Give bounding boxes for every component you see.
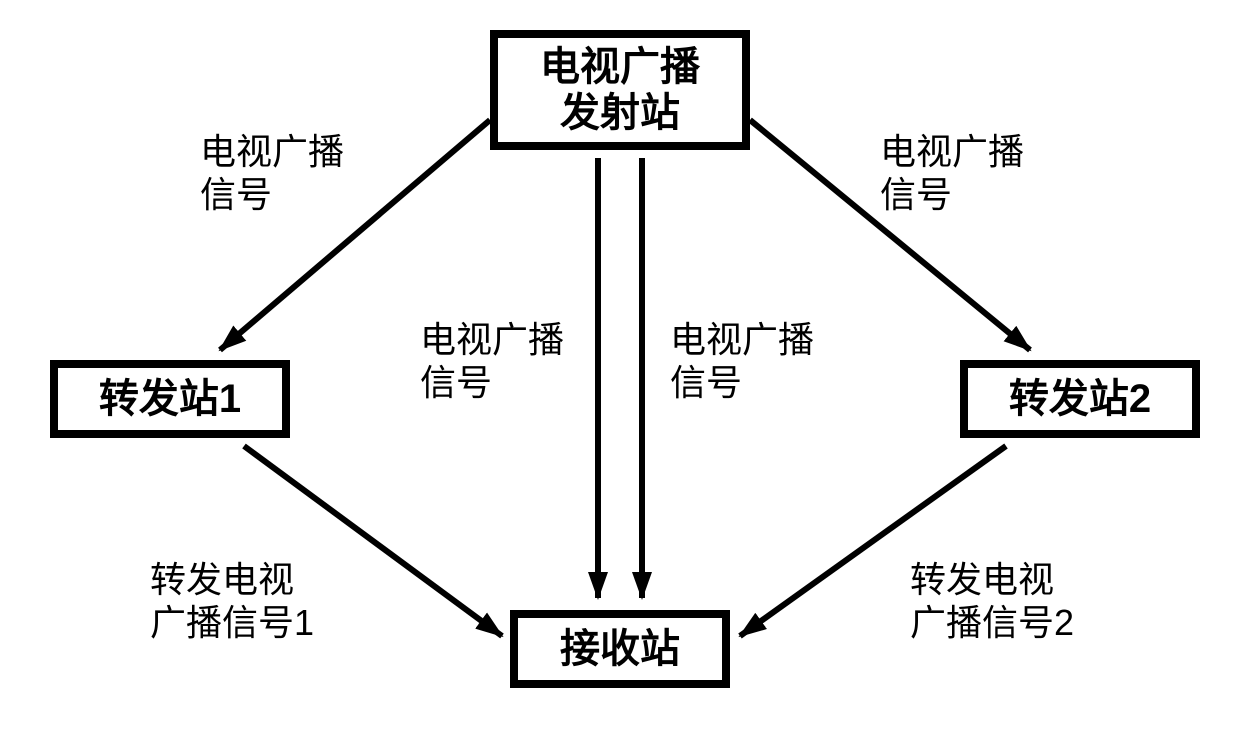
diagram-canvas: 电视广播 发射站 转发站1 转发站2 接收站 电视广播 信号 电视广播 信号 电… xyxy=(0,0,1240,756)
node-transmitter-label: 电视广播 发射站 xyxy=(540,44,700,136)
node-receiver: 接收站 xyxy=(510,610,730,688)
node-repeater-1: 转发站1 xyxy=(50,360,290,438)
edge-label-tx-to-repeater-2: 电视广播 信号 xyxy=(880,130,1024,216)
edge-label-tx-to-repeater-1: 电视广播 信号 xyxy=(200,130,344,216)
edge-label-tx-to-receiver-right: 电视广播 信号 xyxy=(670,318,814,404)
node-repeater-2-label: 转发站2 xyxy=(1009,376,1151,422)
edge-label-tx-to-receiver-left: 电视广播 信号 xyxy=(420,318,564,404)
node-transmitter: 电视广播 发射站 xyxy=(490,30,750,150)
node-receiver-label: 接收站 xyxy=(560,626,680,672)
edge-label-repeater-2-to-receiver: 转发电视 广播信号2 xyxy=(910,558,1074,644)
node-repeater-1-label: 转发站1 xyxy=(99,376,241,422)
node-repeater-2: 转发站2 xyxy=(960,360,1200,438)
edge-label-repeater-1-to-receiver: 转发电视 广播信号1 xyxy=(150,558,314,644)
